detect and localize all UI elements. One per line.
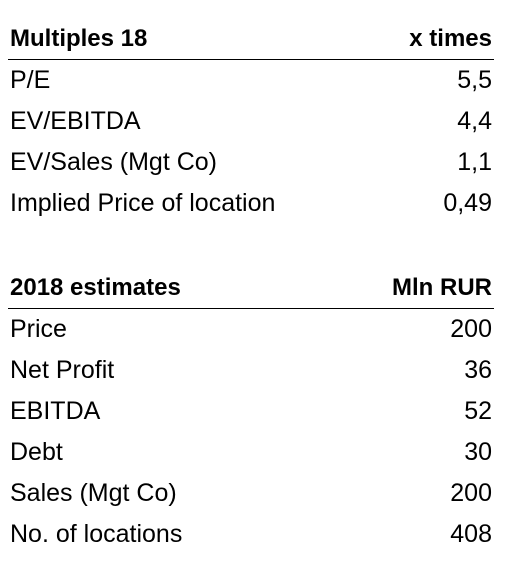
estimates-table: 2018 estimates Mln RUR Price 200 Net Pro…: [8, 268, 494, 555]
row-label: Implied Price of location: [10, 189, 276, 217]
row-label: EV/EBITDA: [10, 107, 141, 135]
row-value: 408: [450, 520, 492, 548]
row-value: 0,49: [443, 189, 492, 217]
row-label: No. of locations: [10, 520, 183, 548]
row-value: 30: [464, 438, 492, 466]
table-row: Net Profit 36: [8, 350, 494, 391]
row-label: EBITDA: [10, 397, 101, 425]
row-value: 36: [464, 356, 492, 384]
row-label: P/E: [10, 66, 51, 94]
row-value: 200: [450, 479, 492, 507]
multiples-table: Multiples 18 x times P/E 5,5 EV/EBITDA 4…: [8, 19, 494, 224]
table-row: EBITDA 52: [8, 391, 494, 432]
row-value: 4,4: [457, 107, 492, 135]
table-row: Price 200: [8, 309, 494, 351]
table-row: P/E 5,5: [8, 60, 494, 102]
table-row: Sales (Mgt Co) 200: [8, 473, 494, 514]
row-label: Debt: [10, 438, 63, 466]
estimates-header-unit: Mln RUR: [251, 268, 494, 309]
row-label: Sales (Mgt Co): [10, 479, 177, 507]
multiples-header-unit: x times: [251, 19, 494, 60]
row-label: Price: [10, 315, 67, 343]
estimates-header-row: 2018 estimates Mln RUR: [8, 268, 494, 309]
row-value: 5,5: [457, 66, 492, 94]
table-row: No. of locations 408: [8, 514, 494, 555]
row-label: EV/Sales (Mgt Co): [10, 148, 218, 176]
row-value: 1,1: [457, 148, 492, 176]
table-row: Implied Price of location 0,49: [8, 183, 494, 224]
row-value: 200: [450, 315, 492, 343]
table-row: EV/Sales (Mgt Co) 1,1: [8, 142, 494, 183]
table-row: Debt 30: [8, 432, 494, 473]
row-label: Net Profit: [10, 356, 115, 384]
multiples-header-row: Multiples 18 x times: [8, 19, 494, 60]
table-row: EV/EBITDA 4,4: [8, 101, 494, 142]
multiples-header-label: Multiples 18: [8, 19, 251, 60]
row-value: 52: [464, 397, 492, 425]
estimates-header-label: 2018 estimates: [8, 268, 251, 309]
